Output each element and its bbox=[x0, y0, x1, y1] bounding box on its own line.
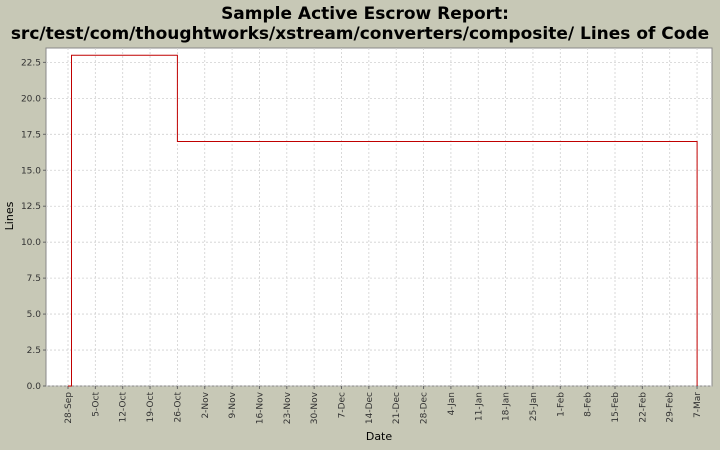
y-axis-ticks: 0.0 2.5 5.0 7.5 10.0 12.5 15.0 17.5 20.0 22.5 bbox=[21, 58, 46, 392]
x-tick-label: 8-Feb bbox=[584, 392, 594, 417]
x-tick-label: 16-Nov bbox=[255, 391, 265, 424]
y-tick-label: 2.5 bbox=[27, 346, 41, 356]
x-tick-label: 5-Oct bbox=[91, 392, 101, 417]
x-tick-label: 29-Feb bbox=[666, 392, 676, 423]
x-tick-label: 14-Dec bbox=[365, 392, 375, 424]
x-tick-label: 28-Sep bbox=[64, 392, 74, 424]
chart-title-line1: Sample Active Escrow Report: bbox=[221, 4, 509, 24]
x-tick-label: 30-Nov bbox=[310, 391, 320, 424]
x-tick-label: 7-Mar bbox=[693, 392, 703, 418]
y-tick-label: 17.5 bbox=[21, 130, 41, 140]
x-tick-label: 12-Oct bbox=[119, 392, 129, 423]
x-tick-label: 19-Oct bbox=[146, 392, 156, 423]
x-tick-label: 26-Oct bbox=[173, 392, 183, 423]
y-tick-label: 0.0 bbox=[27, 382, 42, 392]
plot-area bbox=[45, 47, 713, 387]
series-line bbox=[68, 54, 698, 387]
x-tick-label: 28-Dec bbox=[420, 392, 430, 424]
x-tick-label: 18-Jan bbox=[502, 392, 512, 421]
y-axis-label: Lines bbox=[3, 201, 16, 230]
x-tick-label: 7-Dec bbox=[338, 392, 348, 418]
y-tick-label: 20.0 bbox=[21, 94, 41, 104]
x-tick-label: 22-Feb bbox=[638, 392, 648, 423]
chart-title-line2: src/test/com/thoughtworks/xstream/conver… bbox=[11, 24, 709, 44]
x-tick-label: 9-Nov bbox=[228, 391, 238, 418]
x-tick-label: 4-Jan bbox=[447, 392, 457, 415]
grid-lines bbox=[46, 48, 712, 387]
x-tick-label: 25-Jan bbox=[529, 392, 539, 421]
y-tick-label: 5.0 bbox=[27, 310, 42, 320]
x-tick-label: 1-Feb bbox=[556, 392, 566, 417]
y-tick-label: 12.5 bbox=[21, 202, 41, 212]
y-tick-label: 15.0 bbox=[21, 166, 41, 176]
x-axis-label: Date bbox=[366, 430, 393, 443]
x-tick-label: 11-Jan bbox=[474, 392, 484, 421]
x-axis-ticks: 28-Sep 5-Oct 12-Oct 19-Oct 26-Oct 2-Nov 9-Nov 1… bbox=[64, 386, 703, 424]
y-tick-label: 7.5 bbox=[27, 274, 41, 284]
x-tick-label: 23-Nov bbox=[283, 391, 293, 424]
x-tick-label: 2-Nov bbox=[201, 391, 211, 418]
x-tick-label: 15-Feb bbox=[611, 392, 621, 423]
y-tick-label: 10.0 bbox=[21, 238, 41, 248]
x-tick-label: 21-Dec bbox=[392, 392, 402, 424]
y-tick-label: 22.5 bbox=[21, 58, 41, 68]
